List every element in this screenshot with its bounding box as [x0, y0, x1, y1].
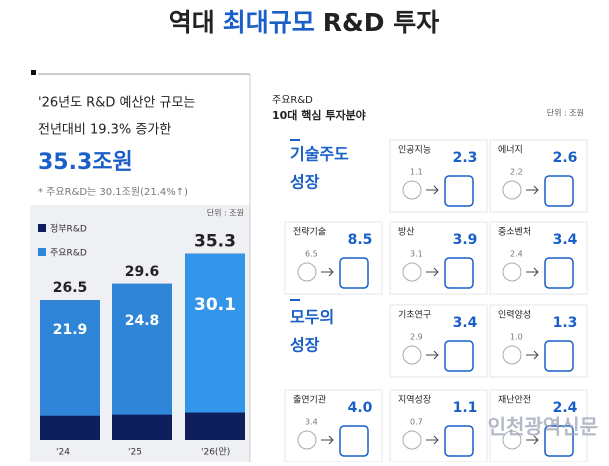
title: 역대 최대규모 R&D 투자 [169, 8, 440, 37]
icon-to [444, 340, 474, 372]
legend-swatch [38, 224, 46, 232]
card [389, 304, 488, 378]
x-tick-label: '25 [128, 448, 142, 458]
section-label: 모두의 [290, 308, 334, 327]
legend-label: 주요R&D [50, 248, 87, 259]
note: * 주요R&D는 30.1조원(21.4%↑) [38, 186, 188, 198]
card-name: 에너지 [498, 145, 523, 156]
icon-from [402, 345, 422, 365]
card [489, 221, 588, 295]
icon-to [544, 425, 574, 457]
card-to: 2.4 [553, 400, 578, 416]
section-label: 성장 [290, 173, 320, 192]
icon-to [339, 257, 369, 289]
main-label: 30.1 [194, 295, 236, 315]
section-label: 성장 [290, 336, 320, 355]
card-to: 2.6 [553, 150, 578, 166]
icon-to [544, 257, 574, 289]
legend-swatch [38, 248, 46, 256]
card-from: 6.5 [305, 250, 318, 259]
card-to: 3.4 [453, 315, 478, 331]
icon-from [502, 345, 522, 365]
card-name: 인력양성 [498, 309, 531, 321]
card-from: 3.4 [305, 418, 318, 427]
card-name: 지역성장 [398, 395, 431, 406]
marker [31, 70, 36, 75]
icon-from [402, 430, 422, 450]
arrow [526, 267, 539, 277]
card-name: 출연기관 [293, 395, 326, 406]
card-to: 3.4 [553, 232, 578, 248]
section-label: 기술주도 [290, 145, 349, 164]
arrow [426, 435, 439, 445]
icon-from [297, 262, 317, 282]
main-label: 21.9 [53, 322, 88, 338]
icon-from [502, 262, 522, 282]
card-from: 2.9 [410, 333, 423, 342]
icon-to [444, 175, 474, 207]
main-label: 24.8 [125, 313, 160, 329]
total-label: 29.6 [125, 264, 160, 280]
card-to: 1.1 [453, 400, 478, 416]
x-tick-label: '26(안) [201, 447, 230, 458]
icon-from [502, 430, 522, 450]
card-to: 8.5 [348, 232, 373, 248]
bar-main [112, 283, 172, 415]
icon-to [544, 175, 574, 207]
bar-main [40, 300, 100, 416]
arrow [526, 435, 539, 445]
card-to: 2.3 [453, 150, 478, 166]
card-from: 1.0 [510, 333, 523, 342]
card-from: 0.7 [410, 418, 423, 427]
card [489, 139, 588, 213]
icon-to [544, 340, 574, 372]
x-tick-label: '24 [56, 448, 70, 458]
arrow [426, 267, 439, 277]
card-to: 4.0 [348, 400, 373, 416]
card-name: 기초연구 [398, 310, 431, 321]
card-name: 인공지능 [398, 145, 431, 156]
right-heading: 주요R&D [272, 95, 313, 106]
unit: 단위 : 조원 [547, 108, 584, 118]
unit: 단위 : 조원 [207, 208, 244, 218]
icon-from [502, 180, 522, 200]
card-name: 방산 [398, 227, 415, 238]
card-name: 재난안전 [498, 395, 531, 406]
arrow [426, 350, 439, 360]
card-to: 1.3 [553, 315, 578, 331]
watermark: 인천광역신문 [488, 415, 598, 439]
arrow [321, 435, 334, 445]
legend-label: 정부R&D [50, 224, 87, 235]
icon-from [402, 180, 422, 200]
arrow [526, 185, 539, 195]
card-name: 중소벤처 [498, 226, 531, 238]
lead: 전년대비 19.3% 증가한 [38, 123, 171, 138]
bar-main [185, 253, 245, 413]
card-name: 전략기술 [293, 226, 326, 238]
total-label: 26.5 [53, 280, 88, 296]
highlight: 35.3조원 [38, 150, 133, 175]
card-from: 2.4 [510, 250, 523, 259]
lead: '26년도 R&D 예산안 규모는 [38, 96, 195, 111]
icon-to [444, 425, 474, 457]
card-to: 3.9 [453, 232, 478, 248]
arrow [426, 185, 439, 195]
icon-to [444, 257, 474, 289]
card-from: 1.1 [410, 168, 423, 177]
icon-to [339, 425, 369, 457]
icon-from [297, 430, 317, 450]
total-label: 35.3 [194, 232, 236, 252]
right-heading: 10대 핵심 투자분야 [272, 108, 366, 122]
icon-from [402, 262, 422, 282]
arrow [321, 267, 334, 277]
card-from: 3.1 [410, 250, 423, 259]
card [389, 139, 488, 213]
card-from: 2.2 [510, 168, 523, 177]
card [284, 221, 383, 295]
card [489, 304, 588, 378]
card [389, 221, 488, 295]
arrow [526, 350, 539, 360]
